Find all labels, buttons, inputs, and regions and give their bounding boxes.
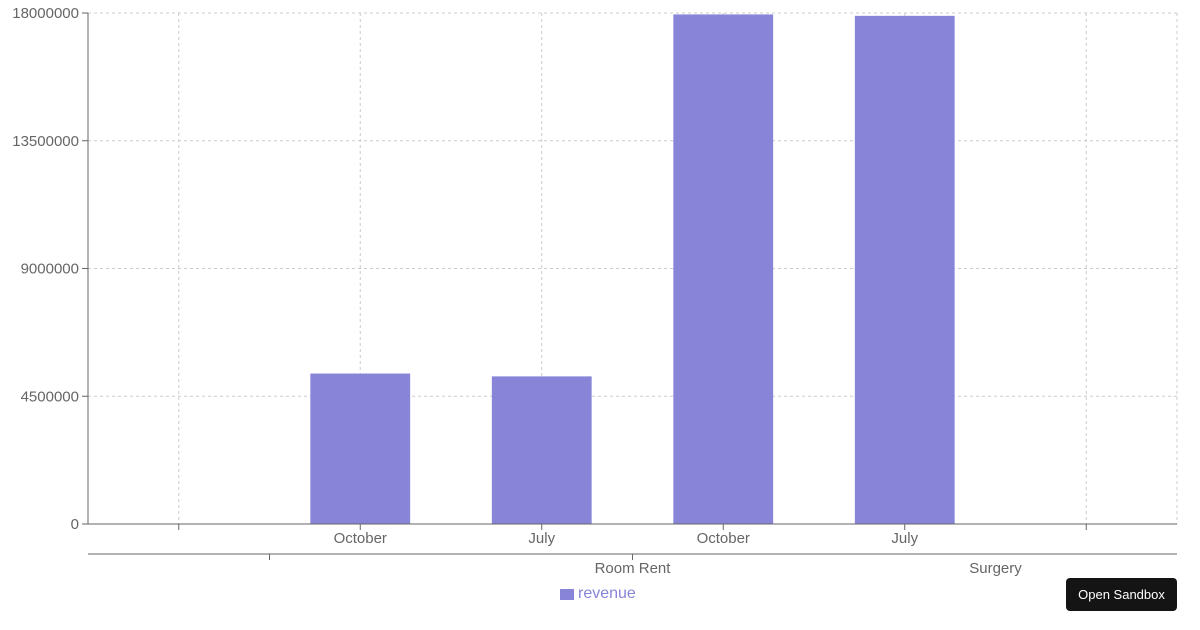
open-sandbox-button[interactable]: Open Sandbox	[1066, 578, 1177, 611]
bar-revenue-1	[310, 373, 411, 524]
x-group-label-0: Room Rent	[595, 560, 672, 577]
y-tick-label-3: 13500000	[12, 133, 79, 150]
legend-swatch	[560, 588, 574, 600]
y-tick-label-2: 9000000	[21, 261, 79, 278]
x-tick-label-1: October	[334, 530, 387, 547]
x-tick-label-4: July	[891, 530, 918, 547]
bar-revenue-3	[673, 14, 774, 525]
legend: revenue	[560, 585, 636, 603]
x-group-label-1: Surgery	[969, 560, 1022, 577]
x-tick-label-3: October	[697, 530, 750, 547]
x-tick-label-2: July	[528, 530, 555, 547]
y-tick-label-0: 0	[71, 516, 79, 533]
legend-label-revenue: revenue	[578, 585, 636, 602]
bar-revenue-2	[491, 376, 592, 524]
y-tick-label-4: 18000000	[12, 5, 79, 22]
bar-revenue-4	[854, 15, 955, 524]
y-tick-label-1: 4500000	[21, 388, 79, 405]
